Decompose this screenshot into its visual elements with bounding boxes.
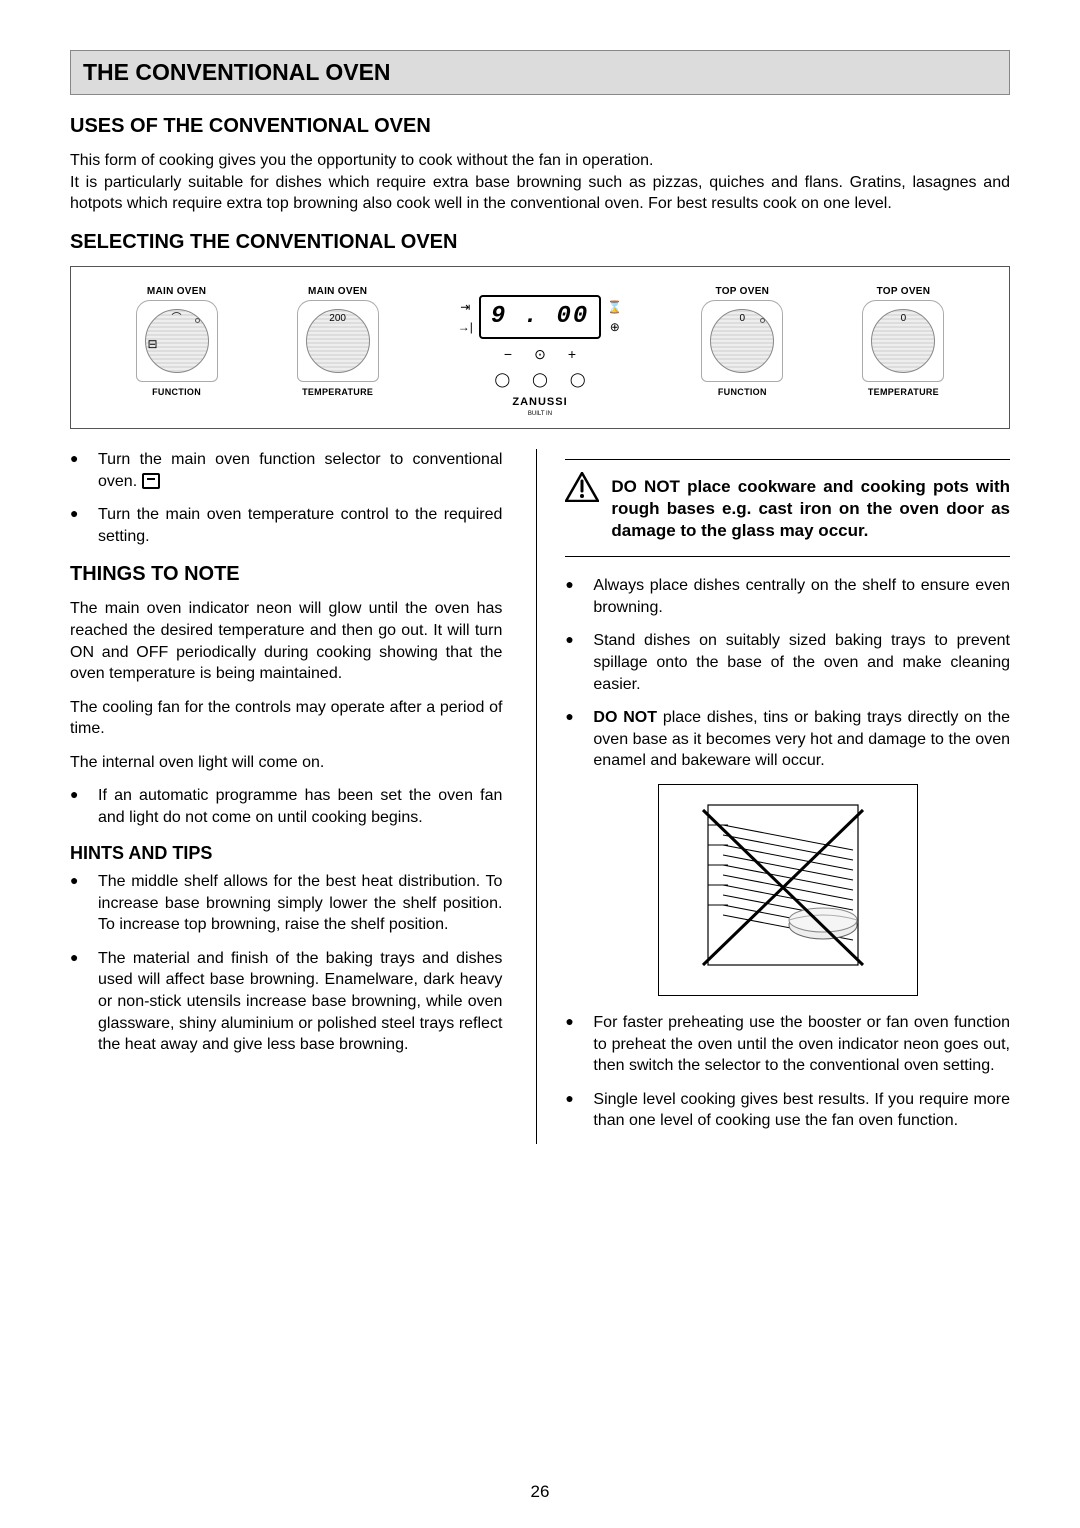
list-item: Turn the main oven temperature control t… — [70, 504, 502, 547]
brand-label: ZANUSSI — [458, 395, 623, 410]
list-item: DO NOT place dishes, tins or baking tray… — [565, 707, 1010, 772]
warning-box: DO NOT place cookware and cooking pots w… — [565, 459, 1010, 557]
zero-value-2: 0 — [901, 312, 907, 326]
list-item: The material and finish of the baking tr… — [70, 948, 502, 1056]
things-para3: The internal oven light will come on. — [70, 752, 502, 774]
left-column: Turn the main oven function selector to … — [70, 449, 506, 1144]
temperature-label-2: TEMPERATURE — [862, 386, 944, 398]
top-oven-label-2: TOP OVEN — [862, 285, 944, 299]
list-item: For faster preheating use the booster or… — [565, 1012, 1010, 1077]
function-label-2: FUNCTION — [701, 386, 783, 398]
warning-icon — [565, 472, 599, 502]
intro-block: This form of cooking gives you the oppor… — [70, 150, 1010, 215]
function-label: FUNCTION — [136, 386, 218, 398]
list-item: Always place dishes centrally on the she… — [565, 575, 1010, 618]
intro-para1: This form of cooking gives you the oppor… — [70, 150, 1010, 172]
section-title-bar: THE CONVENTIONAL OVEN — [70, 50, 1010, 95]
list-item: Stand dishes on suitably sized baking tr… — [565, 630, 1010, 695]
warning-text: DO NOT place cookware and cooking pots w… — [611, 476, 1010, 542]
temperature-label: TEMPERATURE — [297, 386, 379, 398]
uses-heading: USES OF THE CONVENTIONAL OVEN — [70, 113, 1010, 140]
temp-value: 200 — [329, 312, 346, 326]
hints-heading: HINTS AND TIPS — [70, 841, 502, 865]
top-oven-label: TOP OVEN — [701, 285, 783, 299]
things-para1: The main oven indicator neon will glow u… — [70, 598, 502, 684]
zero-value: 0 — [740, 312, 746, 326]
list-item: The middle shelf allows for the best hea… — [70, 871, 502, 936]
control-panel-diagram: MAIN OVEN ⌒ ⊟ FUNCTION MAIN OVEN 200 TEM… — [70, 266, 1010, 429]
list-item: Single level cooking gives best results.… — [565, 1089, 1010, 1132]
oven-shelf-diagram — [658, 784, 918, 996]
clock-time: 9 . 00 — [479, 295, 601, 339]
main-oven-temp-dial: MAIN OVEN 200 TEMPERATURE — [297, 285, 379, 399]
list-item: Turn the main oven function selector to … — [70, 449, 502, 492]
selecting-heading: SELECTING THE CONVENTIONAL OVEN — [70, 229, 1010, 256]
top-oven-function-dial: TOP OVEN 0 FUNCTION — [701, 285, 783, 399]
right-column: DO NOT place cookware and cooking pots w… — [536, 449, 1010, 1144]
clock-display-block: ⇥→| 9 . 00 ⌛⊕ −⊙+ ◯◯◯ ZANUSSI BUILT IN — [458, 285, 623, 418]
top-oven-temp-dial: TOP OVEN 0 TEMPERATURE — [862, 285, 944, 399]
conventional-oven-icon — [142, 473, 160, 489]
two-column-layout: Turn the main oven function selector to … — [70, 449, 1010, 1144]
intro-para2: It is particularly suitable for dishes w… — [70, 172, 1010, 215]
main-oven-label: MAIN OVEN — [136, 285, 218, 299]
main-oven-function-dial: MAIN OVEN ⌒ ⊟ FUNCTION — [136, 285, 218, 399]
things-para2: The cooling fan for the controls may ope… — [70, 697, 502, 740]
brand-sub: BUILT IN — [458, 410, 623, 418]
page-number: 26 — [0, 1481, 1080, 1504]
list-item: If an automatic programme has been set t… — [70, 785, 502, 828]
do-not-bold: DO NOT — [593, 709, 657, 726]
things-to-note-heading: THINGS TO NOTE — [70, 561, 502, 588]
main-oven-label-2: MAIN OVEN — [297, 285, 379, 299]
